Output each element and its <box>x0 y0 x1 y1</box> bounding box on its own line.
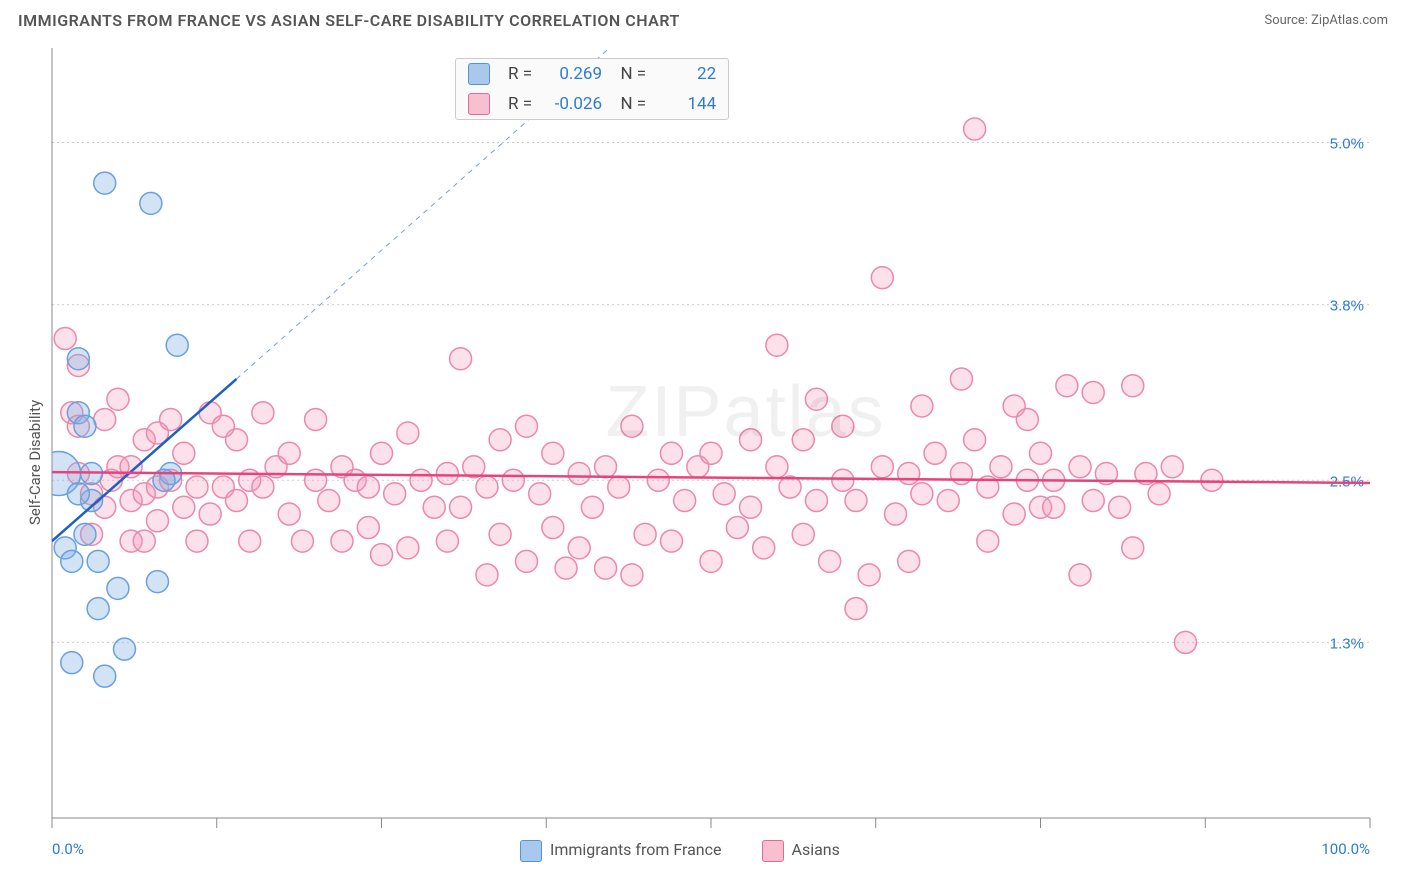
scatter-chart: 1.3%2.5%3.8%5.0% <box>0 0 1406 892</box>
svg-text:1.3%: 1.3% <box>1330 635 1364 652</box>
legend-bottom: Immigrants from France Asians <box>520 840 840 862</box>
swatch-asians-small <box>468 93 490 115</box>
swatch-france-small <box>468 63 490 85</box>
svg-text:5.0%: 5.0% <box>1330 136 1364 153</box>
swatch-asians <box>762 840 784 862</box>
svg-text:3.8%: 3.8% <box>1330 298 1364 315</box>
legend-item-france: Immigrants from France <box>520 840 722 862</box>
stats-row-france: R =0.269 N =22 <box>456 59 728 89</box>
y-axis-label: Self-Care Disability <box>26 400 44 525</box>
legend-item-asians: Asians <box>762 840 840 862</box>
correlation-stats-box: R =0.269 N =22 R =-0.026 N =144 <box>455 58 729 120</box>
x-axis-min-label: 0.0% <box>52 840 84 858</box>
x-axis-max-label: 100.0% <box>1321 840 1370 858</box>
swatch-france <box>520 840 542 862</box>
stats-row-asians: R =-0.026 N =144 <box>456 89 728 119</box>
